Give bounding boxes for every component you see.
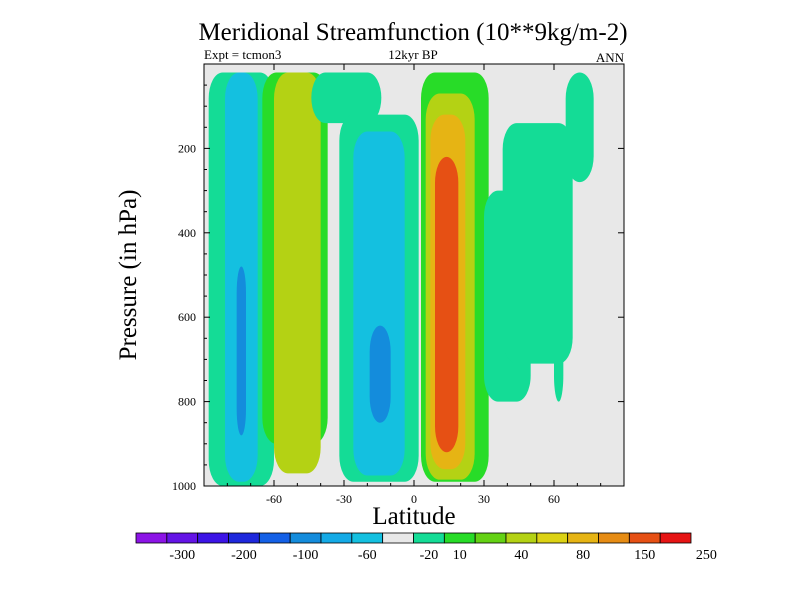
x-tick-label: 60 [548,492,560,506]
colorbar-label: -100 [293,548,319,563]
colorbar-label: -300 [169,548,195,563]
x-tick-label: -60 [266,492,282,506]
x-tick-label: 30 [478,492,490,506]
colorbar-label: -20 [420,548,439,563]
colorbar: -300 -200 -100 -60 -20 10 40 80 150 250 [135,532,717,563]
contour-region [502,123,573,364]
contour-region [236,266,246,436]
colorbar-swatch [351,532,384,544]
colorbar-swatch [628,532,661,544]
x-tick-label: 0 [411,492,417,506]
contour-region [435,156,459,453]
colorbar-swatch [166,532,199,544]
contour-region [274,72,321,474]
contour-region [369,325,391,423]
colorbar-swatch [659,532,692,544]
y-tick-label: 400 [178,226,196,240]
colorbar-swatch [197,532,229,544]
y-tick-label: 800 [178,395,196,409]
y-axis: 200 400 600 800 1000 [172,84,624,493]
colorbar-swatch [443,532,476,544]
plot-area [204,64,624,486]
y-tick-label: 600 [178,310,196,324]
colorbar-swatch [135,532,168,544]
colorbar-swatch [320,532,353,544]
colorbar-label: 80 [576,548,590,563]
x-tick-label: -30 [336,492,352,506]
colorbar-swatch [567,532,599,544]
colorbar-label: -200 [231,548,257,563]
colorbar-swatch [413,532,445,544]
y-axis-label: Pressure (in hPa) [115,190,142,361]
colorbar-label: 250 [696,548,717,563]
colorbar-label: 40 [514,548,528,563]
colorbar-swatch [505,532,538,544]
subtitle-center: 12kyr BP [388,47,437,62]
subtitle-right: ANN [596,50,625,65]
x-axis-label: Latitude [372,503,455,530]
contour-region [554,329,564,402]
contour-region [311,72,382,124]
contour-region [353,131,405,476]
colorbar-label: 10 [453,548,467,563]
colorbar-label: -60 [358,548,377,563]
colorbar-swatch [536,532,569,544]
colorbar-swatch [382,532,414,544]
subtitle-left: Expt = tcmon3 [204,47,281,62]
x-axis: -60 -30 0 30 60 [226,64,602,506]
colorbar-swatch [228,532,260,544]
y-tick-label: 200 [178,141,196,155]
y-tick-label: 1000 [172,479,196,493]
colorbar-label: 150 [634,548,655,563]
colorbar-swatch [474,532,507,544]
colorbar-swatch [258,532,291,544]
colorbar-swatch [598,532,630,544]
contour-region [565,72,594,183]
colorbar-swatch [289,532,322,544]
chart-title: Meridional Streamfunction (10**9kg/m-2) [198,19,627,46]
